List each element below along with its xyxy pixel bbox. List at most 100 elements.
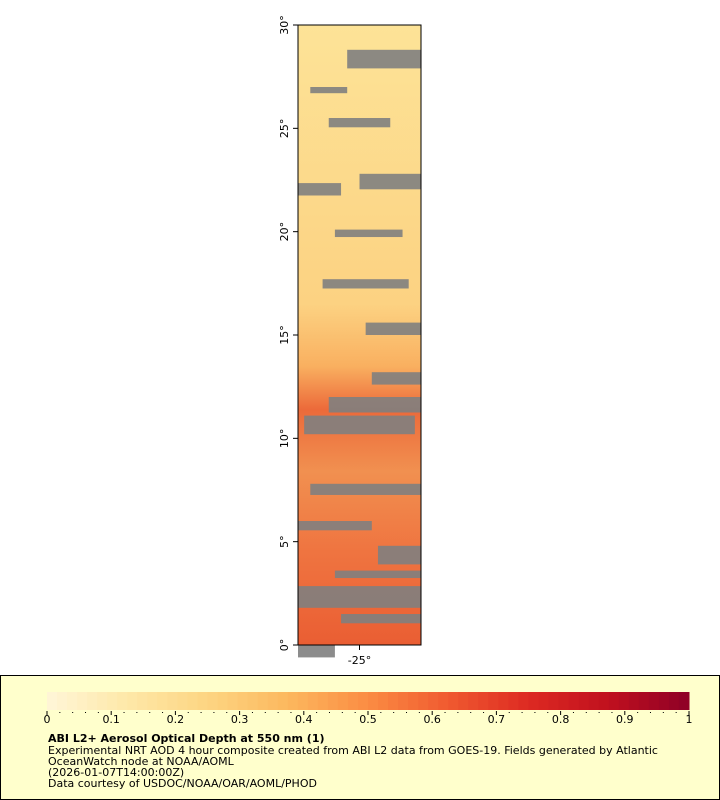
colorbar-step <box>528 692 540 710</box>
missing-data <box>298 183 342 196</box>
colorbar-step <box>618 692 630 710</box>
colorbar-step <box>538 692 550 710</box>
colorbar-step <box>87 692 98 710</box>
missing-data <box>328 118 391 128</box>
colorbar-step <box>658 692 670 710</box>
colorbar-tick-label: 0.6 <box>423 713 441 726</box>
missing-data <box>298 521 372 531</box>
colorbar-step <box>267 692 279 710</box>
colorbar-step <box>237 692 249 710</box>
colorbar-step <box>668 692 680 710</box>
colorbar-step <box>518 692 529 710</box>
colorbar-tick-label: 0.4 <box>295 713 313 726</box>
missing-data <box>298 645 335 658</box>
missing-data <box>334 570 421 579</box>
colorbar-step <box>648 692 660 710</box>
colorbar-step <box>337 692 349 710</box>
colorbar-step <box>197 692 208 710</box>
y-tick-label: 5° <box>278 535 291 548</box>
colorbar-tick-label: 0.1 <box>102 713 120 726</box>
colorbar-step <box>227 692 239 710</box>
colorbar-tick-label: 0.8 <box>552 713 570 726</box>
missing-data <box>341 614 421 624</box>
colorbar-step <box>107 692 118 710</box>
missing-data <box>310 87 348 94</box>
y-tick-label: 15° <box>278 325 291 345</box>
colorbar-step <box>217 692 229 710</box>
colorbar-step <box>147 692 158 710</box>
missing-data <box>347 49 421 69</box>
colorbar-step <box>388 692 399 710</box>
missing-data <box>365 322 421 335</box>
colorbar-step <box>277 692 289 710</box>
description: (2026-01-07T14:00:00Z) <box>48 766 184 779</box>
colorbar-tick-label: 0.9 <box>616 713 634 726</box>
missing-data <box>304 415 415 435</box>
colorbar-step <box>297 692 309 710</box>
colorbar-step <box>317 692 329 710</box>
colorbar-step <box>127 692 138 710</box>
colorbar-step <box>167 692 178 710</box>
colorbar-step <box>77 692 88 710</box>
colorbar-step <box>608 692 620 710</box>
colorbar-step <box>628 692 640 710</box>
colorbar-step <box>398 692 409 710</box>
missing-data <box>334 229 403 238</box>
colorbar-step <box>357 692 369 710</box>
colorbar-step <box>428 692 439 710</box>
colorbar-step <box>327 692 339 710</box>
y-tick-label: 25° <box>278 119 291 139</box>
missing-data <box>371 372 421 385</box>
colorbar-step <box>47 692 58 710</box>
colorbar-step <box>307 692 319 710</box>
colorbar-step <box>157 692 168 710</box>
description: Data courtesy of USDOC/NOAA/OAR/AOML/PHO… <box>48 777 317 790</box>
colorbar-step <box>598 692 610 710</box>
colorbar-tick-label: 1 <box>686 713 693 726</box>
colorbar-step <box>638 692 650 710</box>
description: OceanWatch node at NOAA/AOML <box>48 755 235 768</box>
colorbar-step <box>678 692 690 710</box>
colorbar-step <box>558 692 570 710</box>
colorbar-step <box>468 692 479 710</box>
colorbar-step <box>247 692 259 710</box>
colorbar-step <box>508 692 519 710</box>
colorbar-step <box>448 692 459 710</box>
colorbar-tick-label: 0.5 <box>359 713 377 726</box>
x-tick-label: -25° <box>348 654 371 667</box>
colorbar-step <box>207 692 219 710</box>
y-tick-label: 0° <box>278 639 291 652</box>
y-tick-label: 30° <box>278 15 291 35</box>
colorbar-step <box>368 692 379 710</box>
colorbar-step <box>137 692 148 710</box>
colorbar-step <box>177 692 188 710</box>
colorbar-step <box>67 692 78 710</box>
colorbar-step <box>408 692 419 710</box>
missing-data <box>322 279 409 289</box>
missing-data <box>359 173 421 190</box>
colorbar-step <box>378 692 389 710</box>
missing-data <box>377 545 421 565</box>
colorbar-step <box>97 692 108 710</box>
colorbar-step <box>588 692 600 710</box>
missing-data <box>310 483 421 495</box>
colorbar-step <box>438 692 449 710</box>
colorbar-step <box>287 692 299 710</box>
colorbar-step <box>578 692 590 710</box>
colorbar-step <box>257 692 269 710</box>
y-tick-label: 20° <box>278 222 291 242</box>
colorbar-tick-label: 0.7 <box>488 713 506 726</box>
colorbar-step <box>498 692 509 710</box>
colorbar-step <box>57 692 68 710</box>
missing-data <box>328 397 421 413</box>
colorbar-step <box>418 692 429 710</box>
colorbar-step <box>478 692 489 710</box>
colorbar-step <box>548 692 560 710</box>
colorbar-tick-label: 0.3 <box>231 713 249 726</box>
colorbar-step <box>117 692 128 710</box>
colorbar-tick-label: 0.2 <box>167 713 185 726</box>
colorbar-step <box>347 692 359 710</box>
colorbar-step <box>568 692 580 710</box>
